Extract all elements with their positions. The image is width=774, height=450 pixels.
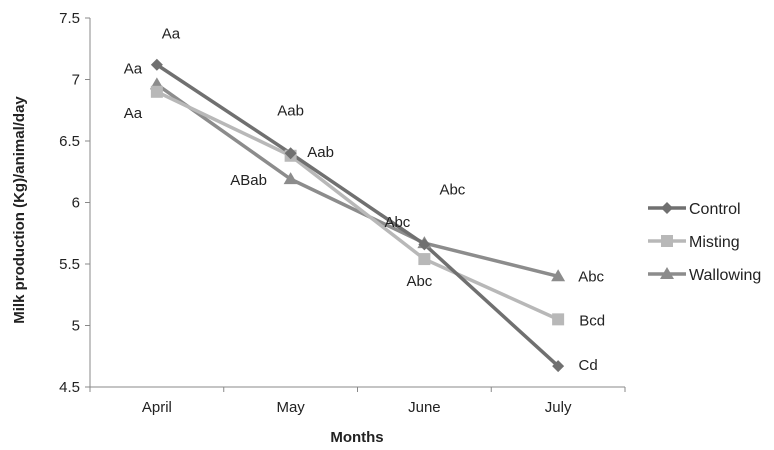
data-point-wallowing: [551, 269, 566, 282]
legend-marker-control: [661, 202, 673, 214]
y-tick-label: 6: [72, 195, 80, 212]
annotation-label: Aab: [307, 144, 334, 161]
annotation-label: Aab: [277, 102, 304, 119]
y-tick-label: 5.5: [59, 256, 80, 273]
y-axis-title: Milk production (Kg)/animal/day: [11, 96, 28, 324]
y-tick-label: 7.5: [59, 10, 80, 27]
series-lines: [155, 63, 560, 368]
annotation-label: Aa: [124, 105, 143, 122]
data-point-control: [552, 360, 565, 373]
annotations: Aa Aab Abc Cd Aa Aab Abc Bcd Aa ABab Abc Abc: [124, 26, 605, 374]
series-line-control: [155, 63, 560, 368]
y-tick-label: 5: [72, 318, 80, 335]
annotation-label: Aa: [162, 26, 181, 43]
data-point-control: [150, 58, 163, 71]
y-tick-label: 7: [72, 72, 80, 89]
legend-marker-misting: [661, 235, 673, 247]
annotation-label: Bcd: [579, 312, 605, 329]
annotation-label: Abc: [384, 214, 410, 231]
x-tick-label: May: [276, 399, 305, 416]
x-tick-label: June: [408, 399, 441, 416]
annotation-label: Abc: [439, 181, 465, 198]
legend-label: Control: [689, 201, 741, 218]
data-point-wallowing: [283, 172, 298, 185]
y-tick-label: 4.5: [59, 379, 80, 396]
data-point-misting: [552, 313, 565, 326]
series-line-misting: [156, 90, 559, 321]
axes: [85, 17, 626, 392]
legend-label: Wallowing: [689, 267, 761, 284]
annotation-label: Abc: [406, 273, 432, 290]
x-axis-title: Months: [330, 429, 383, 446]
legend-marker-wallowing: [660, 267, 674, 279]
legend-label: Misting: [689, 234, 740, 251]
legend: Control Misting Wallowing: [648, 201, 761, 284]
data-point-control: [418, 238, 431, 251]
annotation-label: Abc: [578, 268, 604, 285]
data-point-misting: [418, 253, 431, 266]
annotation-label: ABab: [230, 172, 267, 189]
series-line-wallowing: [155, 82, 559, 278]
annotation-label: Cd: [579, 357, 598, 374]
series-markers: [149, 58, 566, 373]
y-tick-label: 6.5: [59, 133, 80, 150]
x-tick-label: April: [142, 399, 172, 416]
x-tick-label: July: [545, 399, 572, 416]
data-point-control: [284, 147, 297, 160]
tick-labels: 4.5 5 5.5 6 6.5 7 7.5 April May June July: [59, 10, 572, 416]
data-point-misting: [150, 85, 163, 98]
annotation-label: Aa: [124, 60, 143, 77]
